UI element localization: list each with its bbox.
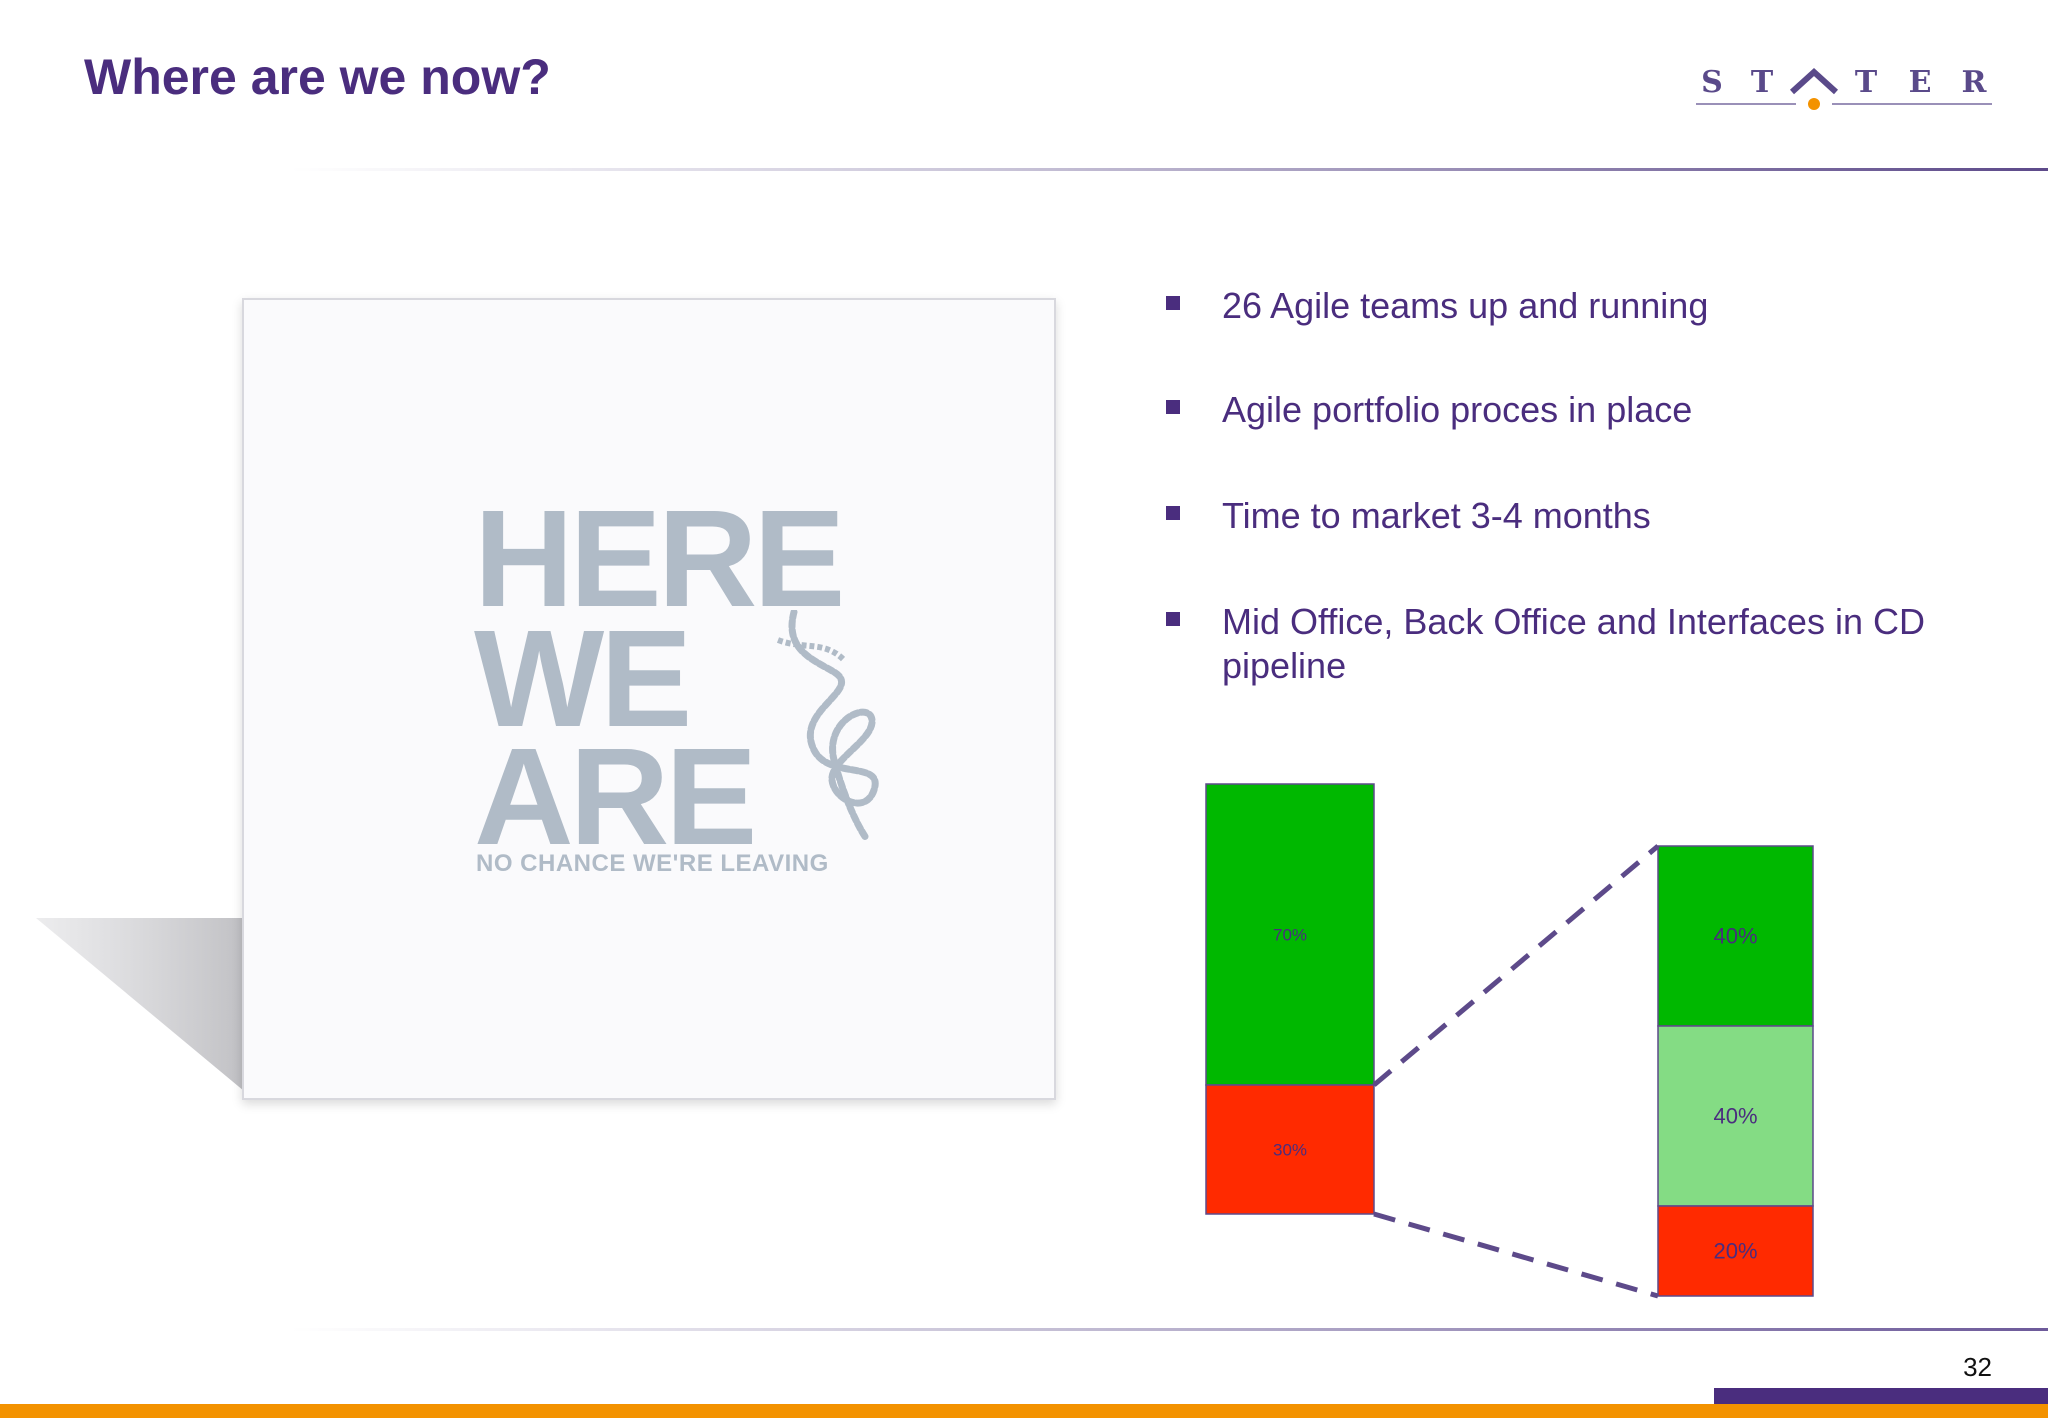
bar-data-label: 70% xyxy=(1273,926,1307,945)
bar-segment xyxy=(1657,1025,1814,1207)
here-we-are-picture: HERE WE ARE NO CHANCE WE'RE LEAVING xyxy=(242,298,1056,1100)
logo-letter-t2: T xyxy=(1855,65,1878,100)
logo-letter-e: E xyxy=(1909,65,1932,100)
footer-orange-bar xyxy=(0,1404,2048,1418)
logo-letter-s: S xyxy=(1701,65,1723,100)
connector-line-upper xyxy=(1372,844,1660,1087)
footer-divider xyxy=(290,1328,2048,1331)
bullet-text: Agile portfolio proces in place xyxy=(1222,389,1693,430)
card-shadow xyxy=(36,918,250,1096)
header-divider xyxy=(290,168,2048,171)
bullet-text: Time to market 3-4 months xyxy=(1222,495,1651,536)
bar-segment xyxy=(1205,783,1375,1086)
logo-dot-icon xyxy=(1808,98,1820,110)
bar-segment xyxy=(1657,1205,1814,1297)
connector-line-lower xyxy=(1373,1211,1659,1299)
headline-line-here: HERE xyxy=(474,482,845,636)
page-number: 32 xyxy=(1963,1352,1992,1382)
bullet-square-icon xyxy=(1166,612,1180,626)
here-we-are-artwork: HERE WE ARE NO CHANCE WE'RE LEAVING xyxy=(474,490,914,910)
rope-knot-icon xyxy=(776,610,879,840)
headline-line-we: WE xyxy=(474,602,692,756)
logo-roof-icon xyxy=(1789,67,1839,95)
bar-data-label: 40% xyxy=(1713,924,1757,949)
footer-purple-tab xyxy=(1714,1388,2048,1404)
bar-segment xyxy=(1205,1084,1375,1215)
bar-segment xyxy=(1657,845,1814,1027)
bullet-square-icon xyxy=(1166,400,1180,414)
slide-title: Where are we now? xyxy=(84,49,551,105)
bar-data-label: 20% xyxy=(1713,1239,1757,1264)
headline-line-are: ARE xyxy=(474,720,757,874)
bullet-square-icon xyxy=(1166,296,1180,310)
picture-tagline: NO CHANCE WE'RE LEAVING xyxy=(476,850,829,877)
bar-data-label: 40% xyxy=(1713,1104,1757,1129)
bullet-text: Mid Office, Back Office and Interfaces i… xyxy=(1222,601,1925,686)
bullet-square-icon xyxy=(1166,506,1180,520)
stater-logo: S T T E R xyxy=(1696,62,1992,118)
bar-data-label: 30% xyxy=(1273,1141,1307,1160)
bullet-text: 26 Agile teams up and running xyxy=(1222,285,1709,326)
logo-mark: S T T E R xyxy=(1696,65,1992,110)
logo-letter-t1: T xyxy=(1751,65,1774,100)
logo-letter-r: R xyxy=(1962,65,1988,100)
